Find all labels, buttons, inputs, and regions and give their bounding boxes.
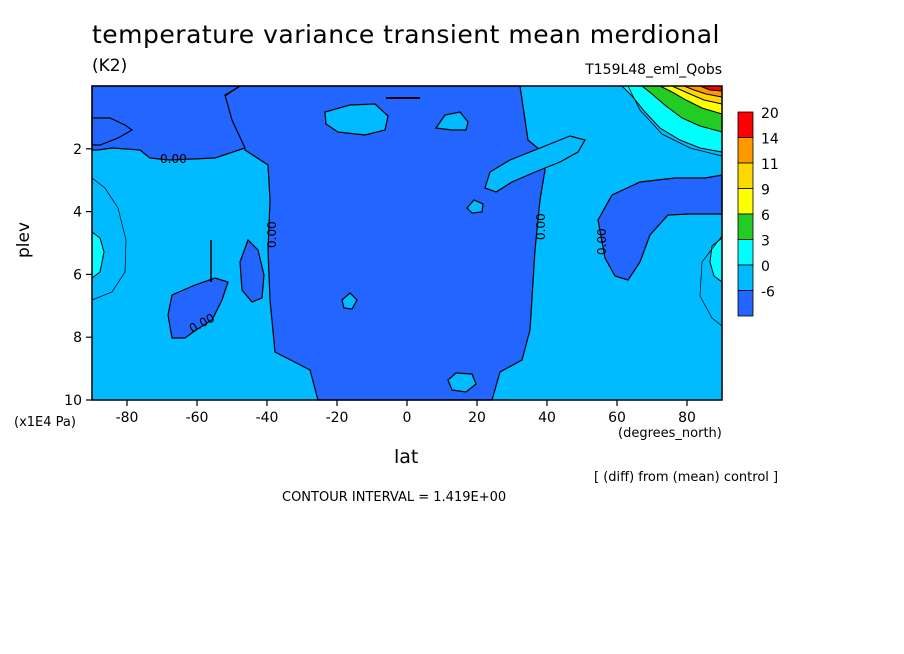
contour-island-5 <box>341 292 358 310</box>
contour-label-4: 0.00 <box>534 213 548 240</box>
x-tick-label: -20 <box>326 410 349 426</box>
colorbar-swatch <box>737 213 754 240</box>
x-tick-label: -60 <box>186 410 209 426</box>
x-tick-label: 80 <box>678 410 696 426</box>
x-axis-ticks: -80 -60 -40 -20 0 20 40 60 80 <box>116 400 696 426</box>
x-tick-label: 40 <box>538 410 556 426</box>
chart-units: (K2) <box>92 56 128 76</box>
colorbar-swatch <box>737 137 754 164</box>
x-tick-label: -40 <box>256 410 279 426</box>
colorbar-label: 0 <box>761 259 770 275</box>
contour-island-6 <box>447 372 477 393</box>
contour-region-upper-left <box>91 85 246 161</box>
x-tick-label: 60 <box>608 410 626 426</box>
y-axis-unit: (x1E4 Pa) <box>14 415 76 430</box>
colorbar-swatch <box>737 290 754 317</box>
x-tick-label: 0 <box>403 410 412 426</box>
y-tick-label: 8 <box>73 330 82 346</box>
colorbar-label: 6 <box>761 208 770 224</box>
contour-island-2 <box>434 111 469 131</box>
contour-island-3 <box>484 135 586 193</box>
contour-interval: CONTOUR INTERVAL = 1.419E+00 <box>282 490 507 505</box>
x-tick-label: 20 <box>468 410 486 426</box>
colorbar-swatch <box>737 264 754 291</box>
diff-note: [ (diff) from (mean) control ] <box>594 470 779 485</box>
colorbar-swatch <box>737 188 754 215</box>
contour-label-5: 0.00 <box>595 228 609 255</box>
contour-island-4 <box>466 199 484 214</box>
contour-label-1: 0.00 <box>160 152 187 166</box>
x-axis-label: lat <box>394 446 419 468</box>
y-axis-ticks: 2 4 6 8 10 <box>64 142 92 409</box>
run-label: T159L48_eml_Qobs <box>585 62 722 78</box>
colorbar-swatch <box>737 111 754 138</box>
contour-region-right-lobe <box>597 174 723 281</box>
chart-title: temperature variance transient mean merd… <box>92 20 720 49</box>
contour-region-left-lobe <box>167 277 229 339</box>
colorbar: 20 14 11 9 6 3 0 -6 <box>737 106 779 317</box>
contour-region-upper-left-b <box>91 117 134 146</box>
x-axis-unit: (degrees_north) <box>618 426 722 441</box>
y-tick-label: 2 <box>73 142 82 158</box>
colorbar-label: 9 <box>761 183 770 199</box>
colorbar-label: 20 <box>761 106 779 122</box>
colorbar-label: 14 <box>761 132 779 148</box>
colorbar-label: 11 <box>761 157 779 173</box>
contour-region-left-lobe-2 <box>239 238 265 303</box>
x-tick-label: -80 <box>116 410 139 426</box>
y-tick-label: 6 <box>73 267 82 283</box>
contour-island-1 <box>324 103 389 136</box>
colorbar-swatch <box>737 162 754 189</box>
colorbar-label: 3 <box>761 234 770 250</box>
y-tick-label: 10 <box>64 393 82 409</box>
contour-label-3: 0.00 <box>265 221 279 248</box>
y-tick-label: 4 <box>73 205 82 221</box>
colorbar-swatch <box>737 239 754 266</box>
colorbar-label: -6 <box>761 285 775 301</box>
